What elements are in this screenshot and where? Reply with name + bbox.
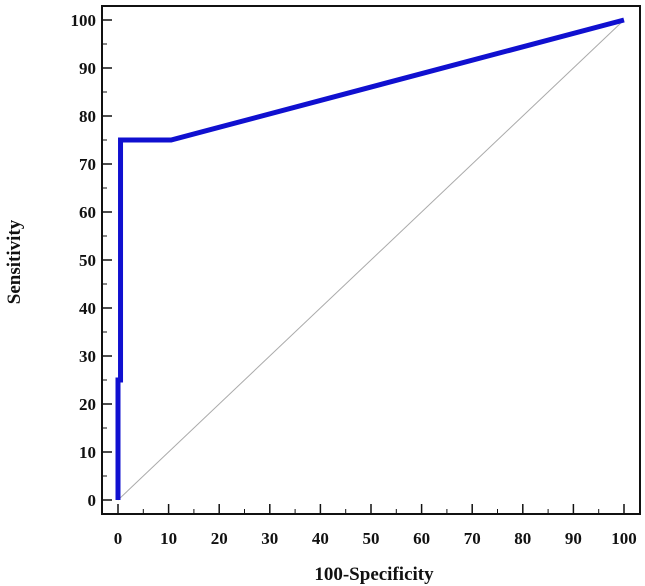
y-tick-label: 30: [79, 347, 96, 366]
y-tick-label: 20: [79, 395, 96, 414]
x-tick-label: 80: [514, 529, 531, 548]
y-tick-label: 90: [79, 59, 96, 78]
y-tick-label: 40: [79, 299, 96, 318]
series-layer: [115, 17, 625, 500]
x-tick-label: 50: [363, 529, 380, 548]
x-tick-label: 30: [261, 529, 278, 548]
y-tick-label: 70: [79, 155, 96, 174]
reference-line-layer: [117, 19, 625, 501]
y-tick-label: 60: [79, 203, 96, 222]
y-tick-label: 50: [79, 251, 96, 270]
y-tick-label: 80: [79, 107, 96, 126]
x-tick-label: 60: [413, 529, 430, 548]
x-tick-label: 0: [114, 529, 123, 548]
x-tick-label: 90: [565, 529, 582, 548]
x-tick-label: 70: [464, 529, 481, 548]
x-tick-label: 40: [312, 529, 329, 548]
y-ticks: 0 10 20 30 40 50 60 70 80 90 100: [71, 11, 112, 510]
y-tick-label: 0: [88, 491, 97, 510]
roc-curve-line-0: [115, 17, 625, 500]
y-tick-label: 10: [79, 443, 96, 462]
y-tick-label: 100: [71, 11, 97, 30]
x-ticks: 0 10 20 30 40 50 60 70 80 90 100: [114, 504, 637, 548]
x-tick-label: 100: [611, 529, 637, 548]
x-tick-label: 10: [160, 529, 177, 548]
x-tick-label: 20: [211, 529, 228, 548]
reference-diagonal-line: [117, 19, 625, 501]
x-axis-title: 100-Specificity: [314, 564, 434, 585]
y-axis-title: Sensitivity: [4, 219, 25, 304]
